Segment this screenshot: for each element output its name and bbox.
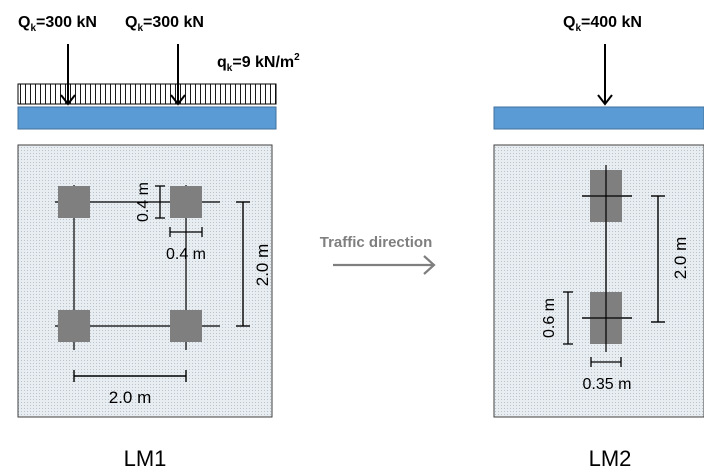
lm1-beam (17, 106, 277, 130)
lm1-dim-patch-height-line (155, 185, 165, 219)
lm2-dim-vertical-line (651, 195, 665, 323)
lm2-beam (493, 106, 704, 130)
lm2-dim-vertical-label: 2.0 m (671, 237, 690, 280)
traffic-direction-arrow (333, 255, 436, 275)
lm2-load-label: Qk=400 kN (563, 14, 642, 34)
lm1-group: Qk=300 kN Qk=300 kN qk=9 kN/m2 (17, 14, 300, 471)
lm1-arrow-left (60, 44, 76, 106)
lm2-title: LM2 (589, 446, 632, 471)
traffic-direction-label: Traffic direction (320, 234, 433, 251)
lm1-load-left-label: Qk=300 kN (18, 14, 97, 34)
traffic-direction: Traffic direction (320, 234, 436, 275)
lm1-wheel-patch (58, 310, 90, 342)
lm1-title: LM1 (124, 446, 167, 471)
lm1-distributed-load (17, 83, 277, 105)
lm1-wheel-patch (170, 310, 202, 342)
lm2-dim-patch-height-label: 0.6 m (541, 298, 558, 338)
lm1-dim-patch-height-label: 0.4 m (135, 182, 152, 222)
lm1-udl-label: qk=9 kN/m2 (217, 52, 300, 74)
lm1-dim-patch-width-label: 0.4 m (166, 246, 206, 263)
lm1-arrow-right (170, 44, 186, 106)
lm1-wheel-patch (58, 186, 90, 218)
lm1-wheel-patch (170, 186, 202, 218)
lm1-dim-patch-width-line (169, 227, 203, 237)
lm2-dim-patch-width-label: 0.35 m (583, 376, 632, 393)
lm1-dim-vertical-label: 2.0 m (253, 244, 272, 287)
lm2-group: Qk=400 kN 2.0 m 0. (493, 14, 704, 471)
lm2-dim-patch-width-line (590, 357, 622, 367)
lm1-load-right-label: Qk=300 kN (125, 14, 204, 34)
lm1-dim-vertical-line (236, 201, 250, 327)
lm1-dim-horizontal-label: 2.0 m (109, 388, 152, 407)
lm2-dim-patch-height-line (563, 291, 573, 345)
lm2-arrow (597, 44, 613, 106)
lm1-dim-horizontal-line (73, 370, 187, 382)
